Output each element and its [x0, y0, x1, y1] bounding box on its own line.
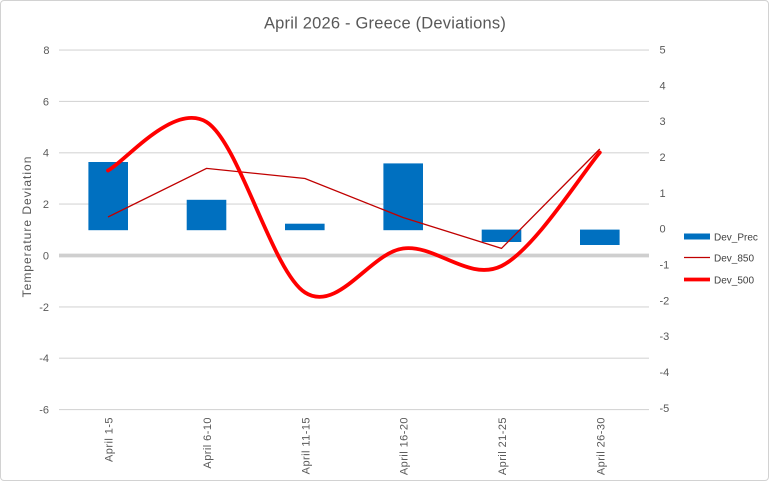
svg-text:Dev_500: Dev_500: [714, 276, 754, 287]
svg-text:4: 4: [660, 80, 666, 92]
svg-text:2: 2: [660, 152, 666, 164]
svg-text:5: 5: [660, 44, 666, 56]
svg-text:Temperature Deviation: Temperature Deviation: [20, 156, 34, 298]
svg-text:April 6-10: April 6-10: [202, 417, 214, 469]
svg-text:6: 6: [43, 96, 49, 108]
svg-text:-6: -6: [39, 405, 49, 417]
svg-text:-2: -2: [39, 302, 49, 314]
svg-text:-3: -3: [660, 331, 670, 343]
svg-text:April 26-30: April 26-30: [596, 417, 608, 475]
svg-text:April 21-25: April 21-25: [497, 417, 509, 475]
svg-text:Dev_Prec: Dev_Prec: [714, 233, 758, 244]
svg-text:1: 1: [660, 188, 666, 200]
svg-text:April 2026 - Greece (Deviation: April 2026 - Greece (Deviations): [264, 15, 506, 33]
svg-text:8: 8: [43, 45, 49, 57]
svg-text:0: 0: [660, 224, 666, 236]
svg-text:-4: -4: [660, 367, 670, 379]
svg-text:April 11-15: April 11-15: [301, 417, 313, 474]
svg-text:April 1-5: April 1-5: [104, 417, 116, 462]
svg-text:2: 2: [43, 199, 49, 211]
svg-text:-5: -5: [660, 403, 670, 415]
svg-text:-1: -1: [660, 260, 670, 272]
svg-text:4: 4: [43, 148, 49, 160]
svg-text:0: 0: [43, 250, 49, 262]
svg-text:April 16-20: April 16-20: [399, 417, 411, 475]
svg-text:-4: -4: [39, 353, 49, 365]
svg-text:-2: -2: [660, 295, 670, 307]
svg-text:Dev_850: Dev_850: [714, 254, 754, 265]
svg-text:3: 3: [660, 116, 666, 128]
